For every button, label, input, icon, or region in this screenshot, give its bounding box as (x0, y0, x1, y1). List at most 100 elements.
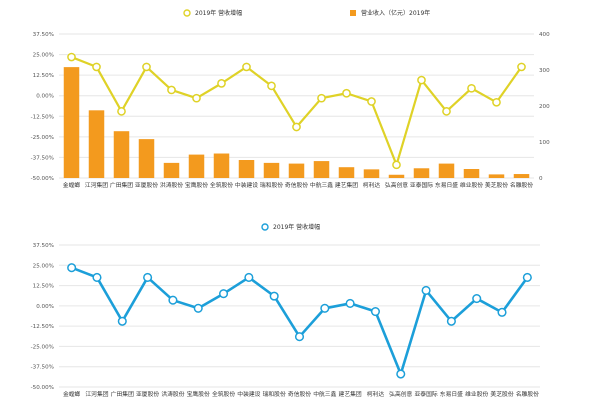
y-tick-label: 25.00% (33, 53, 54, 59)
x-tick-label: 洪涛股份 (160, 181, 183, 189)
data-point (446, 316, 456, 326)
series-line (71, 266, 529, 376)
bar (113, 131, 130, 178)
data-point (292, 122, 301, 132)
x-tick-label: 宝鹰股份 (187, 390, 210, 398)
bar (413, 168, 430, 178)
x-tick-label: 东易日盛 (435, 181, 458, 189)
legend-label: 2019年 营收增幅 (195, 9, 242, 17)
data-point (417, 75, 426, 85)
y2-tick-label: 300 (539, 68, 550, 74)
bar (163, 162, 180, 178)
y-tick-label: -37.50% (31, 365, 54, 371)
x-tick-label: 奇信股份 (288, 390, 311, 398)
x-tick-label: 江河集团 (85, 390, 108, 398)
y2-tick-label: 100 (539, 140, 550, 146)
y2-tick-label: 200 (539, 104, 550, 110)
y-tick-label: 0.00% (36, 94, 54, 100)
y2-tick-label: 0 (539, 176, 543, 182)
data-point (117, 106, 126, 116)
data-point (217, 79, 226, 88)
y-tick-label: -50.00% (31, 385, 54, 391)
data-point (345, 298, 355, 308)
x-tick-label: 金螳螂 (63, 181, 81, 189)
x-tick-label: 全筑股份 (210, 181, 233, 189)
x-tick-label: 柯利达 (363, 181, 381, 189)
data-point (92, 62, 101, 72)
bar (388, 174, 405, 178)
data-point (342, 88, 351, 98)
x-tick-label: 瑞和股份 (263, 390, 286, 398)
y-tick-label: 25.00% (33, 263, 54, 269)
y-tick-label: 0.00% (36, 304, 54, 310)
y-tick-label: -12.50% (31, 114, 54, 120)
bar (188, 154, 205, 178)
bar (88, 110, 105, 178)
data-point (193, 303, 203, 313)
data-point (320, 303, 330, 313)
y-tick-label: -50.00% (31, 176, 54, 182)
x-tick-label: 广田集团 (111, 390, 134, 398)
bar (313, 161, 330, 178)
data-point (370, 306, 380, 317)
bar (438, 163, 455, 178)
bar (513, 174, 530, 178)
bar (238, 160, 255, 178)
legend-marker-line (183, 9, 191, 17)
growth-chart: 37.50% 25.00% 12.50% 0.00% -12.50% -25.00% -37… (31, 223, 540, 398)
x-tick-label: 美芝股份 (485, 181, 508, 189)
data-point (143, 272, 153, 283)
x-tick-label: 中航三鑫 (313, 390, 336, 398)
bar (263, 162, 280, 178)
legend-label: 2019年 营收增幅 (273, 223, 320, 231)
x-tick-label: 瑞和股份 (260, 181, 283, 189)
data-point (392, 160, 401, 170)
x-tick-label: 建艺集团 (335, 181, 358, 189)
x-tick-label: 亚厦股份 (135, 181, 158, 189)
y-tick-label: -25.00% (31, 344, 54, 350)
legend-marker-line (261, 223, 269, 231)
x-tick-label: 亚泰国际 (414, 390, 437, 398)
y-tick-label: -37.50% (31, 155, 54, 161)
data-point (168, 295, 178, 305)
data-point (269, 291, 279, 301)
x-tick-label: 宝鹰股份 (185, 181, 208, 189)
bar (463, 169, 480, 178)
y-tick-label: -25.00% (31, 135, 54, 141)
data-point (117, 316, 127, 326)
data-point (317, 93, 326, 103)
data-point (242, 62, 251, 72)
legend-marker-bar (350, 10, 356, 16)
x-tick-label: 全筑股份 (212, 390, 235, 398)
data-point (142, 62, 151, 72)
x-tick-label: 奇信股份 (285, 181, 308, 189)
data-point (472, 294, 482, 304)
data-point (244, 272, 254, 283)
x-tick-label: 金螳螂 (63, 390, 81, 398)
x-tick-label: 维业股份 (465, 390, 488, 398)
data-point (467, 83, 476, 93)
x-tick-label: 中装建设 (235, 181, 258, 189)
x-tick-label: 维业股份 (460, 181, 483, 189)
data-point (421, 285, 431, 295)
legend-label: 营业收入（亿元）2019年 (361, 9, 430, 17)
data-point (67, 263, 77, 273)
data-point (92, 272, 102, 283)
data-point (294, 332, 305, 342)
data-point (396, 369, 406, 379)
x-tick-label: 中航三鑫 (310, 181, 333, 189)
y-tick-label: -12.50% (31, 324, 54, 330)
x-tick-label: 弘高创意 (389, 390, 412, 398)
y2-tick-label: 400 (539, 32, 550, 38)
x-tick-label: 江河集团 (85, 181, 108, 189)
bar (138, 139, 155, 178)
data-point (367, 97, 376, 106)
data-point (442, 106, 451, 116)
data-point (522, 272, 532, 283)
bar (488, 174, 505, 178)
bar (63, 67, 80, 178)
x-tick-label: 中装建设 (237, 390, 260, 398)
data-point (167, 85, 176, 95)
x-tick-label: 建艺集团 (339, 390, 362, 398)
